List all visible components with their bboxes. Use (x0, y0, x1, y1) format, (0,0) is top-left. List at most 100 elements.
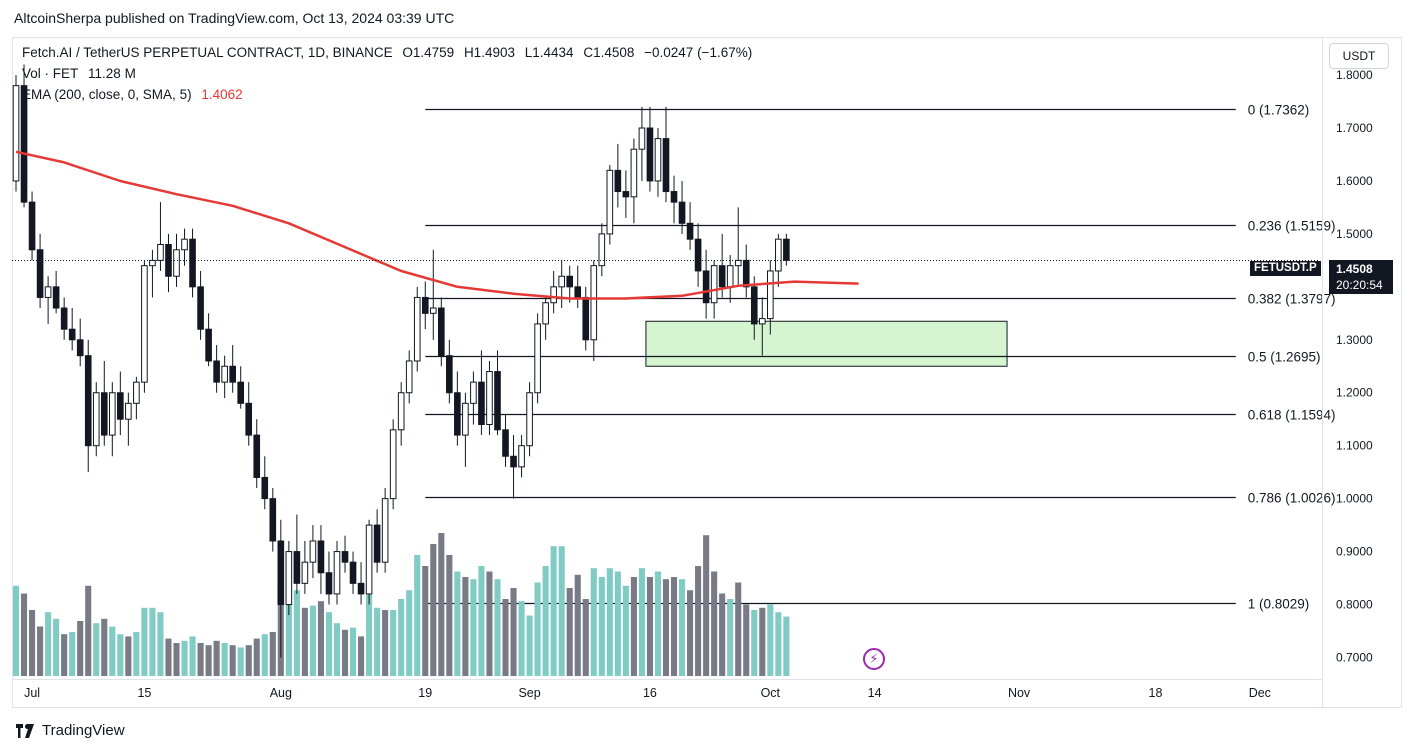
volume-bar (366, 594, 373, 676)
bar-countdown: 20:20:54 (1336, 278, 1383, 292)
support-zone (645, 320, 1008, 367)
volume-bar (349, 627, 357, 676)
volume-bar (141, 607, 148, 676)
volume-bar (638, 568, 645, 676)
candle-body (767, 270, 774, 320)
candle-body (558, 275, 565, 288)
candle-body (181, 238, 188, 251)
time-tick-label: Sep (518, 686, 540, 700)
candle-body (462, 402, 469, 436)
volume-bar (341, 629, 349, 676)
candle-body (582, 296, 590, 341)
volume-bar (518, 601, 525, 676)
volume-bar (93, 623, 100, 676)
price-tick-label: 0.8000 (1336, 598, 1373, 612)
candle-body (421, 296, 429, 314)
volume-bar (606, 568, 613, 676)
volume-bar (253, 638, 260, 676)
candle-body (574, 286, 582, 298)
volume-bar (85, 585, 92, 676)
volume-bar (478, 566, 485, 676)
candle-body (646, 127, 654, 182)
volume-bar (20, 593, 28, 676)
volume-bar (622, 585, 629, 676)
candle-body (373, 524, 381, 563)
candle-body (141, 265, 148, 383)
volume-bar (406, 590, 413, 676)
volume-bar (566, 588, 573, 676)
fib-label: 0.786 (1.0026) (1248, 491, 1336, 506)
candle-body (526, 392, 533, 447)
volume-bar (534, 582, 541, 676)
volume-bar (157, 612, 164, 676)
candle-body (678, 201, 686, 224)
candle-body (12, 85, 20, 182)
price-tick-label: 1.8000 (1336, 68, 1373, 82)
candle-body (20, 85, 28, 203)
candle-body (125, 402, 132, 420)
candle-body (518, 445, 525, 468)
candle-body (253, 434, 261, 478)
candle-body (333, 551, 341, 595)
volume-bar (703, 535, 710, 676)
candle-body (293, 551, 301, 584)
volume-bar (550, 546, 557, 676)
volume-bar (646, 577, 654, 676)
candle-body (68, 328, 76, 341)
candle-body (205, 328, 212, 362)
candle-body (750, 286, 758, 325)
candle-body (117, 392, 124, 420)
volume-bar (333, 623, 341, 676)
candle-body (405, 360, 413, 394)
candle-body (775, 238, 782, 272)
time-tick-label: Aug (270, 686, 292, 700)
candle-body (710, 265, 718, 304)
candle-body (213, 360, 220, 383)
candle-body (173, 249, 180, 277)
volume-bar (309, 605, 316, 676)
time-tick-label: Jul (24, 686, 40, 700)
candle-body (470, 381, 477, 404)
price-tick-label: 1.3000 (1336, 333, 1373, 347)
volume-bar (502, 599, 509, 676)
volume-bar (438, 533, 445, 676)
volume-bar (374, 607, 381, 676)
volume-bar (301, 607, 308, 676)
volume-label: Vol · FET (22, 66, 79, 81)
ohlc-change: −0.0247 (−1.67%) (644, 45, 753, 60)
candle-body (28, 201, 36, 251)
volume-bar (414, 555, 421, 676)
candle-body (446, 355, 453, 394)
volume-bar (598, 577, 605, 676)
ohlc-open: O1.4759 (402, 45, 455, 60)
footer-brand: TradingView (14, 722, 125, 739)
volume-value: 11.28 M (88, 66, 136, 81)
symbol-legend: Fetch.AI / TetherUS PERPETUAL CONTRACT, … (22, 45, 758, 60)
ema-line (15, 150, 859, 300)
volume-bar (293, 590, 300, 676)
flash-icon[interactable]: ⚡ (863, 648, 885, 670)
candle-body (84, 355, 92, 447)
volume-bar (446, 555, 453, 676)
candle-body (758, 318, 766, 325)
candle-body (494, 371, 501, 431)
ema-value: 1.4062 (201, 87, 243, 102)
candle-body (357, 582, 365, 595)
candle-body (662, 138, 670, 193)
candle-body (510, 455, 517, 468)
ema-label: EMA (200, close, 0, SMA, 5) (22, 87, 192, 102)
volume-bar (221, 643, 228, 676)
volume-bar (743, 604, 750, 676)
volume-bar (173, 643, 180, 676)
candle-body (197, 286, 204, 330)
candle-body (734, 259, 742, 267)
volume-bar (358, 636, 365, 676)
volume-bar (614, 571, 621, 676)
candle-body (622, 191, 630, 198)
candle-body (413, 296, 421, 362)
volume-bars (12, 533, 790, 676)
currency-unit-button[interactable]: USDT (1329, 43, 1389, 69)
volume-bar (654, 571, 662, 676)
volume-bar (382, 610, 389, 676)
